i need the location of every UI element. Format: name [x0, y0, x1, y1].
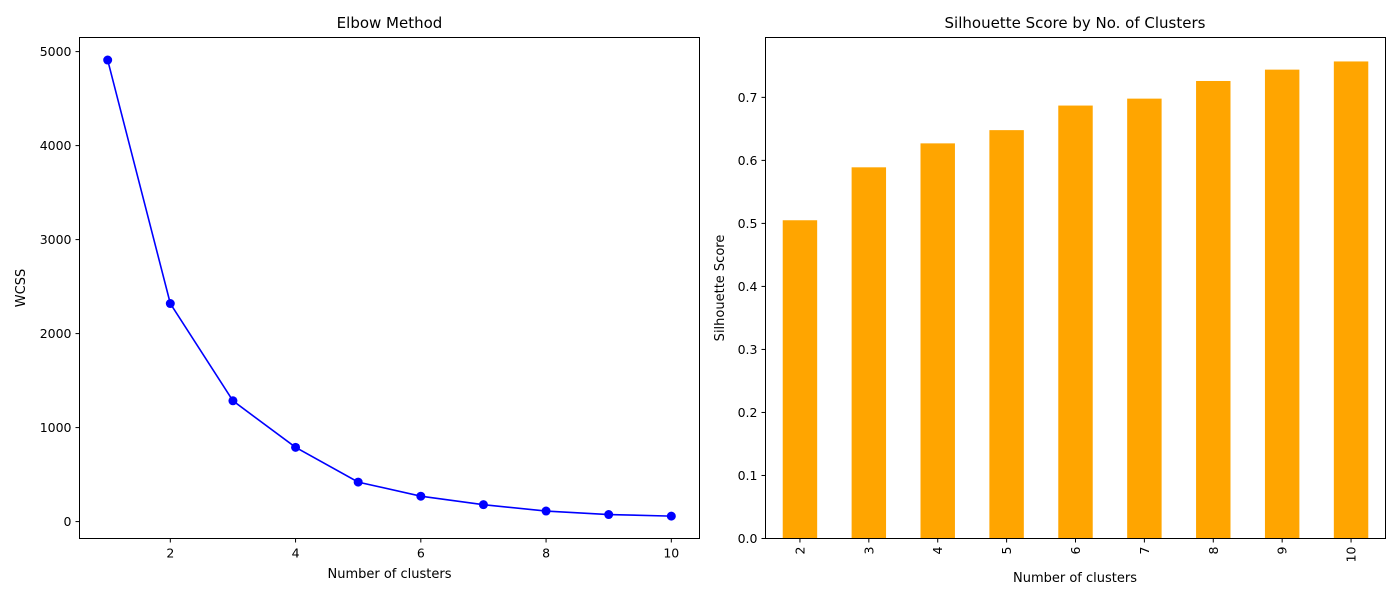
silhouette-bar: [1127, 98, 1162, 539]
silhouette-bars: [782, 61, 1369, 539]
silhouette-y-tick-label: 0.6: [738, 153, 758, 168]
silhouette-bar: [1264, 69, 1300, 539]
silhouette-plot-frame: [765, 37, 1386, 539]
elbow-chart-title: Elbow Method: [337, 14, 443, 32]
silhouette-y-tick-label: 0.3: [738, 342, 758, 357]
elbow-x-tick-label: 8: [542, 546, 550, 561]
elbow-y-tick-label: 0: [64, 514, 72, 529]
silhouette-bar: [782, 220, 818, 539]
silhouette-chart: Silhouette Score by No. of Clusters 2 3 4 5…: [713, 14, 1386, 586]
silhouette-x-tick-label: 4: [930, 546, 945, 554]
silhouette-x-tick-label: 8: [1206, 546, 1221, 554]
elbow-point: [541, 506, 551, 516]
elbow-point: [165, 299, 175, 309]
elbow-point: [666, 511, 676, 521]
elbow-y-tick-label: 5000: [40, 44, 72, 59]
elbow-points: [103, 55, 676, 521]
elbow-point: [478, 500, 488, 510]
silhouette-bar: [920, 143, 955, 539]
silhouette-x-ticks: 2 3 4 5 6 7 8 9 10: [792, 538, 1359, 562]
elbow-y-tick-label: 1000: [40, 420, 72, 435]
silhouette-y-tick-label: 0.2: [738, 405, 758, 420]
silhouette-x-tick-label: 7: [1137, 547, 1152, 555]
elbow-chart: Elbow Method 2 4 6 8 10 0 1000 2000 3000 4000 500…: [14, 14, 700, 582]
elbow-y-tick-label: 2000: [40, 326, 72, 341]
silhouette-y-tick-label: 0.1: [738, 468, 758, 483]
silhouette-x-tick-label: 10: [1344, 546, 1359, 562]
silhouette-y-tick-label: 0.0: [738, 531, 758, 546]
elbow-x-tick-label: 6: [417, 546, 425, 561]
silhouette-y-tick-label: 0.7: [738, 90, 758, 105]
silhouette-x-tick-label: 2: [792, 547, 807, 555]
elbow-point: [604, 510, 614, 520]
elbow-y-tick-label: 4000: [40, 138, 72, 153]
elbow-point: [353, 477, 363, 487]
silhouette-bar: [851, 167, 887, 539]
silhouette-y-ticks: 0.0 0.1 0.2 0.3 0.4 0.5 0.6 0.7: [738, 90, 766, 546]
elbow-x-tick-label: 4: [292, 546, 300, 561]
silhouette-x-tick-label: 5: [999, 547, 1014, 555]
elbow-y-tick-label: 3000: [40, 232, 72, 247]
silhouette-y-tick-label: 0.5: [738, 216, 758, 231]
silhouette-bar: [1058, 105, 1093, 539]
silhouette-bar: [1333, 61, 1369, 539]
elbow-y-axis-label: WCSS: [14, 269, 29, 307]
silhouette-chart-title: Silhouette Score by No. of Clusters: [945, 14, 1206, 32]
elbow-point: [291, 442, 301, 452]
elbow-plot-frame: [79, 37, 700, 539]
elbow-point: [228, 396, 238, 406]
silhouette-x-axis-label: Number of clusters: [1013, 571, 1137, 586]
elbow-x-tick-label: 10: [663, 546, 679, 561]
elbow-y-ticks: 0 1000 2000 3000 4000 5000: [40, 44, 80, 529]
elbow-x-axis-label: Number of clusters: [327, 567, 451, 582]
silhouette-x-tick-label: 9: [1275, 546, 1290, 554]
silhouette-x-tick-label: 3: [861, 547, 876, 555]
elbow-x-tick-label: 2: [166, 546, 174, 561]
elbow-x-ticks: 2 4 6 8 10: [166, 538, 679, 561]
elbow-point: [103, 55, 113, 65]
silhouette-bar: [989, 130, 1024, 539]
elbow-line: [106, 59, 672, 517]
silhouette-bar: [1196, 80, 1231, 539]
silhouette-y-axis-label: Silhouette Score: [713, 235, 728, 342]
elbow-point: [416, 491, 426, 501]
silhouette-x-tick-label: 6: [1068, 546, 1083, 554]
silhouette-y-tick-label: 0.4: [738, 279, 758, 294]
